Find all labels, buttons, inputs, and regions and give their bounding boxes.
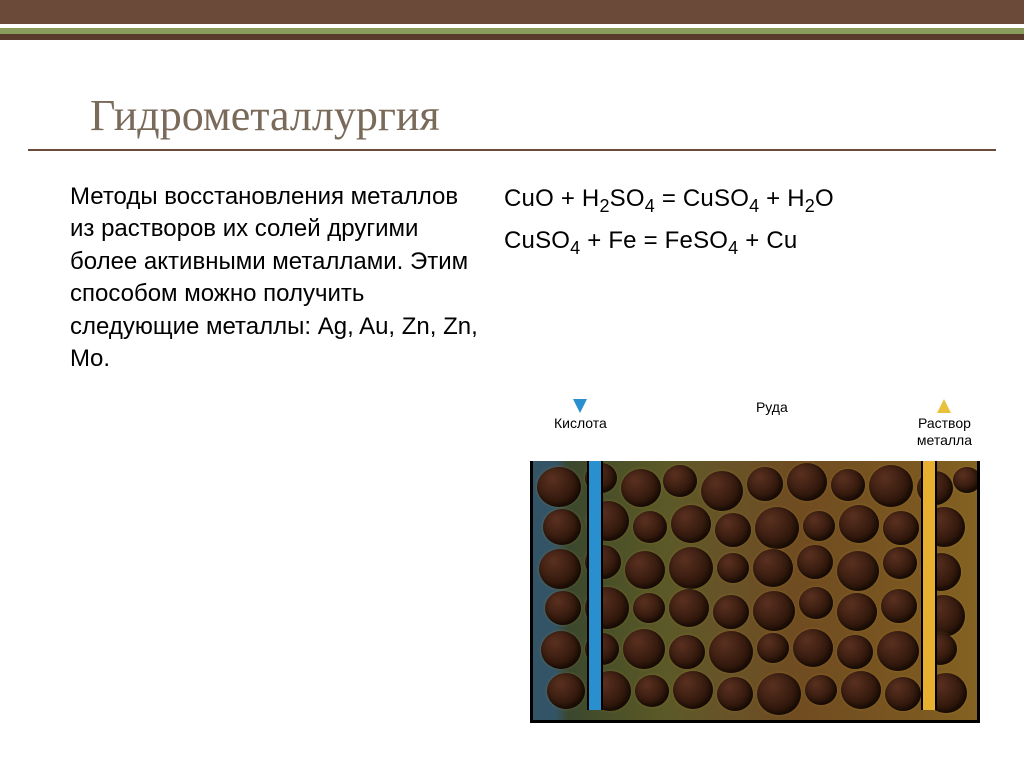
ore-stone — [547, 673, 585, 709]
ore-stone — [669, 547, 713, 589]
ore-stone — [753, 549, 793, 587]
ore-stone — [831, 469, 865, 501]
ore-stone — [869, 465, 913, 507]
ore-stone — [709, 631, 753, 673]
content-row: Методы восстановления металлов из раство… — [0, 151, 1024, 375]
ore-stone — [877, 631, 919, 671]
ore-stone — [757, 633, 789, 663]
ore-stone — [839, 505, 879, 543]
ore-stone — [787, 463, 827, 501]
solution-outlet-pipe — [921, 461, 937, 710]
ore-stone — [753, 591, 795, 631]
ore-stone — [885, 677, 921, 711]
ore-stone — [669, 589, 709, 627]
hydrometallurgy-diagram: Кислота Руда Раствор металла — [530, 399, 980, 729]
ore-stone — [669, 635, 705, 669]
leaching-tank — [530, 461, 980, 723]
ore-stone — [701, 471, 743, 511]
equation-2: CuSO4 + Fe = FeSO4 + Cu — [504, 227, 984, 259]
label-solution: Раствор металла — [917, 399, 972, 449]
equations-column: CuO + H2SO4 = CuSO4 + H2O CuSO4 + Fe = F… — [504, 181, 984, 375]
ore-stone — [793, 629, 833, 667]
ore-stone — [715, 513, 751, 547]
ore-stone — [621, 469, 661, 507]
page-title: Гидрометаллургия — [28, 40, 996, 151]
ore-stone — [545, 591, 581, 625]
ore-stone — [713, 595, 749, 629]
ore-stone — [539, 549, 581, 589]
ore-stone — [635, 675, 669, 707]
ore-stone — [883, 511, 919, 545]
ore-stone — [663, 465, 697, 497]
top-bar — [0, 0, 1024, 24]
ore-stone — [717, 553, 749, 583]
ore-stone — [755, 507, 799, 549]
ore-stone — [633, 511, 667, 543]
ore-stone — [837, 551, 879, 591]
ore-stone — [671, 505, 711, 543]
corner-marker — [530, 722, 533, 723]
ore-stone — [805, 675, 837, 705]
equation-1: CuO + H2SO4 = CuSO4 + H2O — [504, 185, 984, 217]
corner-marker — [977, 722, 980, 723]
ore-stone — [797, 545, 833, 579]
ore-stone — [837, 635, 873, 669]
ore-stone — [883, 547, 917, 579]
arrow-down-icon — [573, 399, 587, 413]
ore-stone — [881, 589, 917, 623]
arrow-up-icon — [937, 399, 951, 413]
label-acid: Кислота — [554, 399, 607, 449]
ore-stone — [543, 509, 581, 545]
label-ore: Руда — [756, 399, 788, 449]
ore-stone — [623, 629, 665, 669]
description-text: Методы восстановления металлов из раство… — [70, 181, 480, 375]
ore-stone — [841, 671, 881, 709]
ore-stone — [717, 677, 753, 711]
diagram-labels-row: Кислота Руда Раствор металла — [530, 399, 980, 461]
ore-stone — [837, 593, 877, 631]
ore-stone — [747, 467, 783, 501]
acid-inlet-pipe — [587, 461, 603, 710]
ore-stone — [803, 511, 835, 541]
ore-stone — [799, 587, 833, 619]
description-column: Методы восстановления металлов из раство… — [40, 181, 480, 375]
ore-stone — [625, 551, 665, 589]
ore-stone — [633, 593, 665, 623]
ore-stone — [541, 631, 581, 669]
ore-stone — [673, 671, 713, 709]
ore-stone — [537, 467, 581, 507]
ore-stone — [953, 467, 980, 493]
ore-stone — [757, 673, 801, 715]
